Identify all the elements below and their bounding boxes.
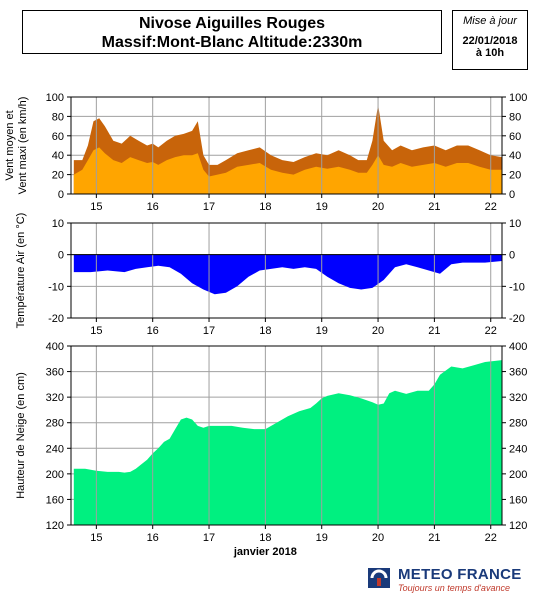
temperature-ytick-label-right-0: 0: [509, 250, 515, 262]
wind-xtick-label-19: 19: [316, 201, 328, 213]
wind-ytick-label-left-20: 20: [52, 170, 64, 182]
meteo-france-logo: METEO FRANCE Toujours un temps d'avance: [368, 566, 538, 594]
snow-ytick-label-right-160: 160: [509, 494, 527, 506]
wind-ytick-label-left-0: 0: [58, 189, 64, 201]
wind-ytick-label-right-0: 0: [509, 189, 515, 201]
snow-ytick-label-right-360: 360: [509, 367, 527, 379]
snow-xtick-label-20: 20: [372, 532, 384, 544]
wind-xtick-label-20: 20: [372, 201, 384, 213]
temperature-xtick-label-15: 15: [90, 325, 102, 337]
temperature-xtick-label-22: 22: [485, 325, 497, 337]
temperature-ytick-label-left--20: -20: [48, 313, 64, 325]
snow-ytick-label-right-320: 320: [509, 392, 527, 404]
snow-xtick-label-19: 19: [316, 532, 328, 544]
wind-area-vent-moyen: [73, 147, 503, 194]
temperature-xtick-label-21: 21: [428, 325, 440, 337]
snow-ytick-label-left-200: 200: [46, 469, 64, 481]
temperature-xtick-label-17: 17: [203, 325, 215, 337]
wind-xtick-label-15: 15: [90, 201, 102, 213]
snow-xtick-label-18: 18: [259, 532, 271, 544]
update-box: Mise à jour 22/01/2018 à 10h: [452, 10, 528, 70]
temperature-xtick-label-20: 20: [372, 325, 384, 337]
snow-ytick-label-left-320: 320: [46, 392, 64, 404]
chart-title-line1: Nivose Aiguilles Rouges: [138, 15, 326, 32]
wind-ylabel-line2: Vent maxi (en km/h): [17, 97, 29, 195]
temperature-xtick-label-19: 19: [316, 325, 328, 337]
wind-ytick-label-left-100: 100: [46, 92, 64, 104]
temperature-area-temp-rature: [73, 254, 503, 295]
brand-tagline: Toujours un temps d'avance: [398, 583, 510, 593]
update-time: à 10h: [475, 47, 505, 59]
temperature-xtick-label-16: 16: [147, 325, 159, 337]
snow-ytick-label-left-400: 400: [46, 341, 64, 353]
temperature-ytick-label-right--10: -10: [509, 281, 525, 293]
snow-ytick-label-right-280: 280: [509, 418, 527, 430]
update-label: Mise à jour: [463, 15, 517, 27]
wind-xtick-label-17: 17: [203, 201, 215, 213]
temperature-ylabel: Température Air (en °C): [15, 213, 27, 329]
update-date: 22/01/2018: [462, 35, 518, 47]
title-box: Nivose Aiguilles Rouges Massif:Mont-Blan…: [22, 10, 442, 54]
wind-ytick-label-left-40: 40: [52, 150, 64, 162]
snow-xlabel: janvier 2018: [233, 546, 297, 558]
wind-xtick-label-16: 16: [147, 201, 159, 213]
snow-xtick-label-22: 22: [485, 532, 497, 544]
wind-ytick-label-right-80: 80: [509, 111, 521, 123]
wind-xtick-label-22: 22: [485, 201, 497, 213]
snow-ytick-label-right-200: 200: [509, 469, 527, 481]
wind-xtick-label-18: 18: [259, 201, 271, 213]
snow-area-hauteur-de-neige: [73, 360, 503, 525]
temperature-frame: [70, 222, 503, 319]
wind-ytick-label-right-100: 100: [509, 92, 527, 104]
brand-name: METEO FRANCE: [398, 566, 522, 583]
wind-ytick-label-right-40: 40: [509, 150, 521, 162]
snow-ytick-label-left-360: 360: [46, 367, 64, 379]
snow-ytick-label-left-240: 240: [46, 443, 64, 455]
snow-ytick-label-left-280: 280: [46, 418, 64, 430]
wind-ytick-label-right-60: 60: [509, 131, 521, 143]
snow-frame: [70, 345, 503, 526]
temperature-ytick-label-left--10: -10: [48, 281, 64, 293]
wind-frame: [70, 96, 503, 195]
snow-ytick-label-right-120: 120: [509, 520, 527, 532]
wind-ytick-label-left-60: 60: [52, 131, 64, 143]
temperature-ytick-label-right-10: 10: [509, 218, 521, 230]
snow-ytick-label-right-400: 400: [509, 341, 527, 353]
snow-ytick-label-right-240: 240: [509, 443, 527, 455]
snow-xtick-label-17: 17: [203, 532, 215, 544]
temperature-ytick-label-right--20: -20: [509, 313, 525, 325]
wind-ytick-label-right-20: 20: [509, 170, 521, 182]
snow-xtick-label-16: 16: [147, 532, 159, 544]
temperature-ytick-label-left-10: 10: [52, 218, 64, 230]
meteo-france-logo-icon: [368, 568, 390, 588]
temperature-xtick-label-18: 18: [259, 325, 271, 337]
snow-xtick-label-21: 21: [428, 532, 440, 544]
snow-ylabel: Hauteur de Neige (en cm): [15, 372, 27, 499]
wind-ylabel-line1: Vent moyen et: [4, 110, 16, 180]
wind-ytick-label-left-80: 80: [52, 111, 64, 123]
snow-ytick-label-left-120: 120: [46, 520, 64, 532]
wind-xtick-label-21: 21: [428, 201, 440, 213]
snow-ytick-label-left-160: 160: [46, 494, 64, 506]
temperature-ytick-label-left-0: 0: [58, 250, 64, 262]
chart-title-line2: Massif:Mont-Blanc Altitude:2330m: [101, 34, 363, 51]
snow-xtick-label-15: 15: [90, 532, 102, 544]
